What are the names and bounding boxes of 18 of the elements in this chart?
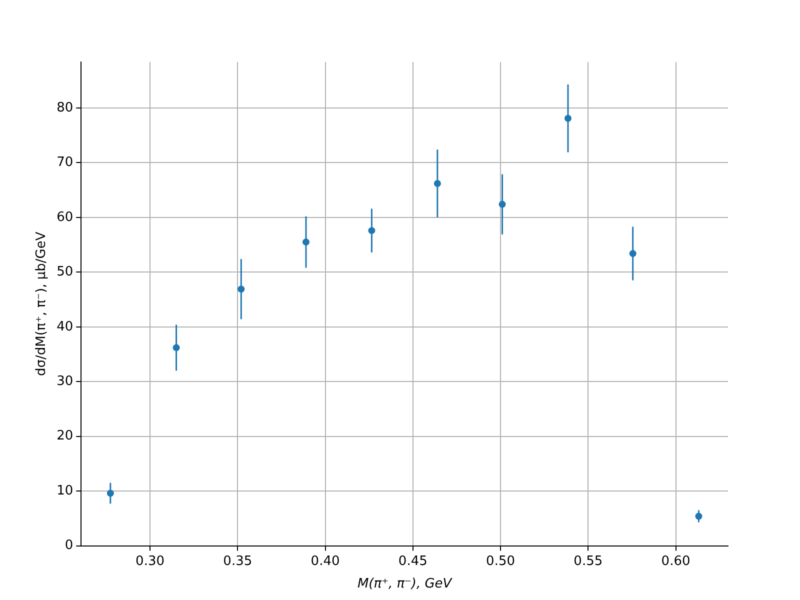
y-tick-label: 40 [56,319,74,334]
y-tick-label: 70 [56,155,74,170]
y-tick-label: 50 [56,264,74,280]
x-tick-label: 0.45 [398,554,428,569]
x-tick-label: 0.35 [223,554,252,569]
x-tick-label: 0.40 [310,554,340,569]
y-tick-label: 0 [64,538,74,554]
y-tick-label: 30 [56,374,74,389]
y-tick-label: 80 [56,100,74,116]
x-tick-label: 0.30 [136,554,164,569]
y-tick-label: 10 [56,483,74,498]
y-axis-title: dσ/dM(π⁺, π⁻), μb/GeV [34,232,50,376]
x-tick-label: 0.50 [486,554,515,569]
x-tick-label: 0.60 [661,554,690,569]
x-tick-label: 0.55 [574,554,603,569]
y-tick-label: 60 [56,210,74,225]
y-tick-label: 20 [56,428,74,444]
x-axis-title: M(π⁺, π⁻), GeV [357,576,453,592]
